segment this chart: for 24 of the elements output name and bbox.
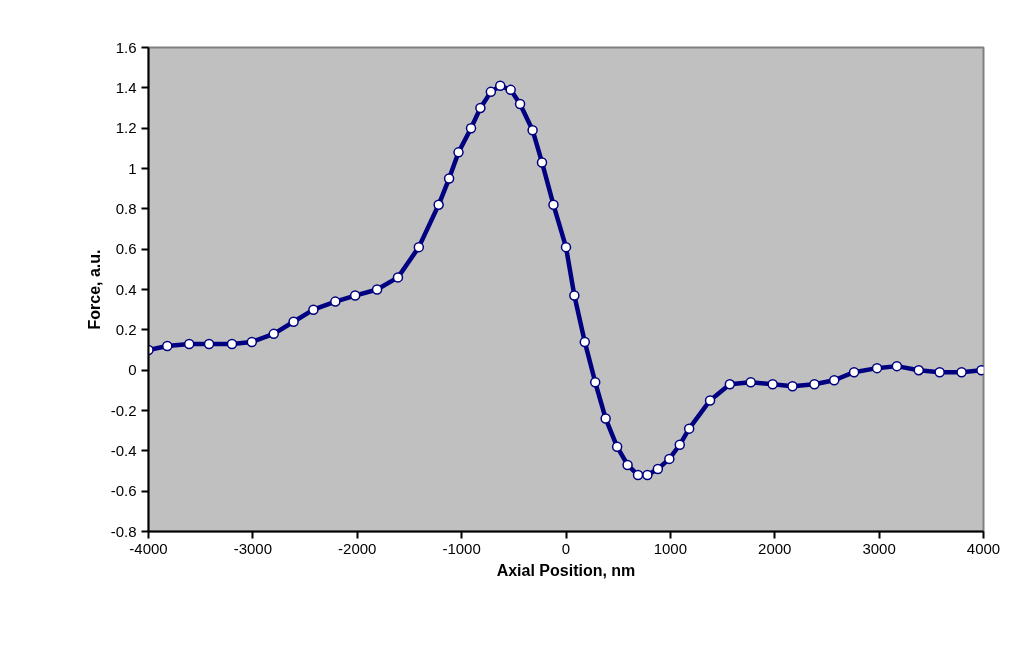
y-tick-label: 1.2 (115, 119, 137, 137)
y-tick-label: 0.4 (115, 280, 137, 298)
y-tick-label: 1.6 (115, 38, 137, 56)
y-tick-label: 1.4 (115, 78, 137, 96)
y-axis-title: Force, a.u. (85, 249, 103, 330)
x-axis-title: Axial Position, nm (496, 561, 636, 579)
y-tick-label: -0.2 (110, 401, 137, 419)
y-tick-label: -0.6 (110, 482, 137, 500)
y-tick-label: 0.8 (115, 199, 137, 217)
y-tick-label: -0.4 (110, 441, 137, 459)
y-tick-label: 1 (128, 159, 137, 177)
x-tick-label: -1000 (442, 539, 481, 557)
x-tick-label: -3000 (233, 539, 273, 557)
x-tick-label: 2000 (758, 539, 792, 557)
y-tick-label: 0 (128, 361, 137, 379)
x-tick-label: 4000 (966, 539, 1001, 557)
y-tick-label: 0.6 (115, 240, 137, 258)
x-tick-label: -4000 (129, 539, 168, 557)
x-tick-label: 0 (561, 539, 571, 557)
x-tick-label: 1000 (653, 539, 688, 557)
y-tick-label: 0.2 (115, 320, 137, 338)
y-tick-label: -0.8 (110, 522, 137, 540)
x-tick-label: 3000 (862, 539, 896, 557)
x-tick-label: -2000 (338, 539, 377, 557)
